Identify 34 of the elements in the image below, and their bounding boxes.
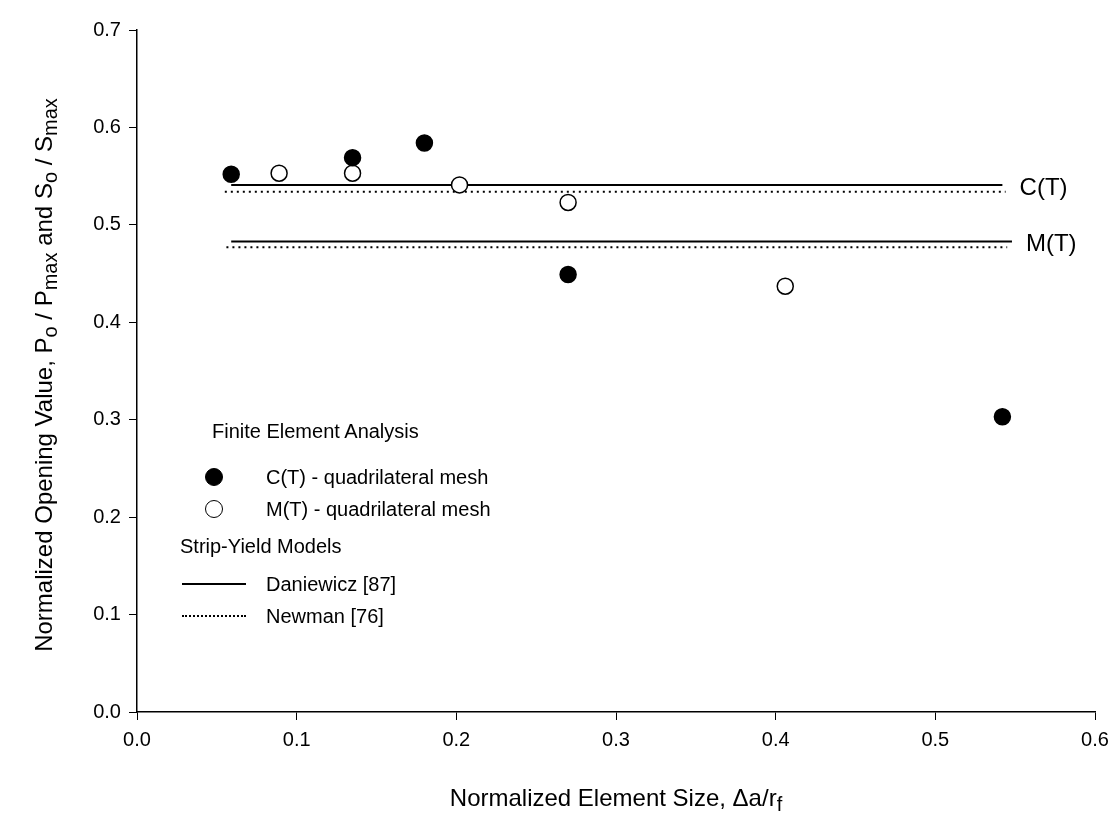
y-tick-label: 0.6: [93, 114, 121, 137]
x-axis-title: Normalized Element Size, Δa/r$_{f}$: [449, 783, 783, 817]
annotation: C(T): [1019, 172, 1068, 200]
point: [343, 164, 362, 182]
y-tick-label: 0.4: [93, 309, 121, 332]
point: [993, 408, 1012, 426]
x-tick-label: 0.6: [1081, 727, 1109, 750]
y-tick-label: 0.7: [93, 17, 121, 40]
y-tick-label: 0.0: [93, 699, 121, 722]
point: [415, 134, 434, 152]
legend-label: C(T) - quadrilateral mesh: [266, 465, 489, 489]
legend-label: Daniewicz [87]: [266, 572, 397, 596]
x-tick-label: 0.5: [921, 727, 950, 750]
x-tick-label: 0.0: [123, 727, 151, 750]
x-tick-label: 0.1: [282, 727, 311, 750]
x-tick-label: 0.2: [442, 727, 471, 750]
annotation: M(T): [1025, 228, 1077, 256]
legend-label: Newman [76]: [266, 604, 384, 628]
annotation: Strip-Yield Models: [180, 535, 343, 558]
x-tick-label: 0.4: [761, 727, 790, 750]
point: [450, 176, 469, 194]
y-tick-label: 0.1: [93, 602, 121, 625]
legend-label: M(T) - quadrilateral mesh: [266, 497, 491, 521]
point: [559, 265, 577, 284]
x-tick-label: 0.3: [602, 727, 630, 750]
y-tick-label: 0.3: [93, 407, 121, 430]
y-tick-label: 0.2: [93, 504, 121, 527]
y-tick-label: 0.5: [93, 212, 121, 235]
point: [776, 277, 794, 295]
point: [270, 164, 288, 182]
point: [343, 148, 362, 167]
point: [559, 193, 577, 212]
legend-title: Finite Element Analysis: [212, 420, 420, 443]
point: [222, 165, 240, 183]
